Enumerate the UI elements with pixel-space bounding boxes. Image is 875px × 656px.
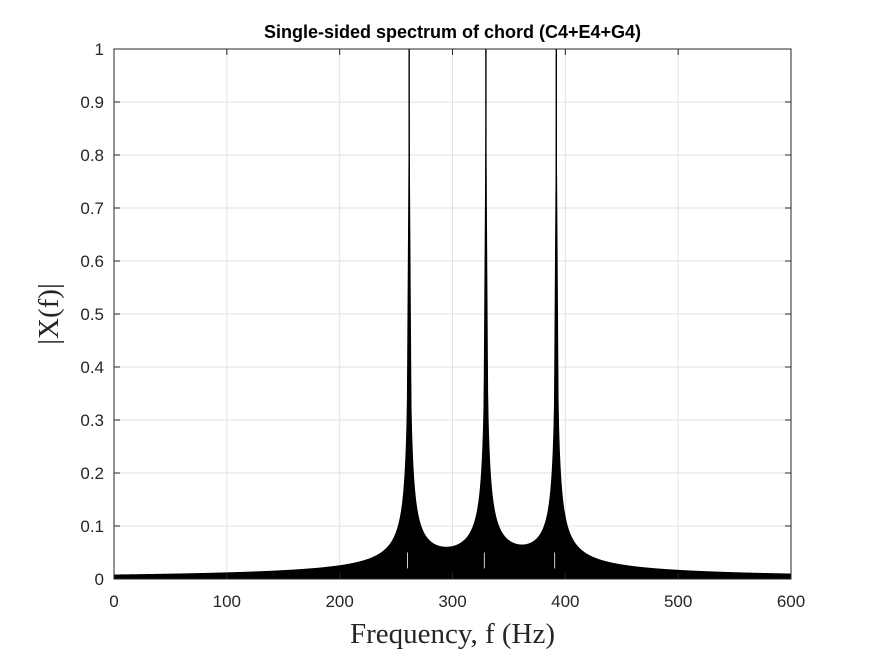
y-axis-label: |X(f)|	[33, 283, 65, 345]
x-tick-label: 100	[213, 592, 241, 611]
y-tick-label: 0.1	[80, 517, 104, 536]
x-tick-labels: 0 100 200 300 400 500 600	[109, 592, 805, 611]
x-tick-label: 200	[325, 592, 353, 611]
y-tick-label: 0	[95, 570, 104, 589]
y-tick-label: 0.4	[80, 358, 104, 377]
y-tick-label: 0.9	[80, 93, 104, 112]
tick-marks	[113, 48, 792, 580]
grid-lines	[114, 49, 791, 579]
x-tick-label: 400	[551, 592, 579, 611]
series-layer	[114, 49, 791, 579]
y-tick-label: 0.7	[80, 199, 104, 218]
x-tick-label: 300	[438, 592, 466, 611]
chart-title: Single-sided spectrum of chord (C4+E4+G4…	[264, 22, 641, 42]
x-tick-label: 600	[777, 592, 805, 611]
spectrum-peak-shoulder	[405, 459, 414, 553]
spectrum-peak-shoulder	[552, 459, 561, 553]
spectrum-peak-body	[553, 59, 560, 511]
spectrum-peak-body	[482, 59, 489, 511]
y-tick-label: 0.3	[80, 411, 104, 430]
y-tick-label: 0.6	[80, 252, 104, 271]
y-tick-labels: 0 0.1 0.2 0.3 0.4 0.5 0.6 0.7 0.8 0.9 1	[80, 40, 104, 589]
spectrum-peak-shoulder	[481, 459, 490, 553]
y-tick-label: 0.5	[80, 305, 104, 324]
x-tick-label: 0	[109, 592, 118, 611]
y-tick-label: 1	[95, 40, 104, 59]
x-tick-label: 500	[664, 592, 692, 611]
x-axis-label: Frequency, f (Hz)	[350, 618, 555, 650]
y-tick-label: 0.8	[80, 146, 104, 165]
y-tick-label: 0.2	[80, 464, 104, 483]
spectrum-peak-body	[406, 59, 413, 511]
